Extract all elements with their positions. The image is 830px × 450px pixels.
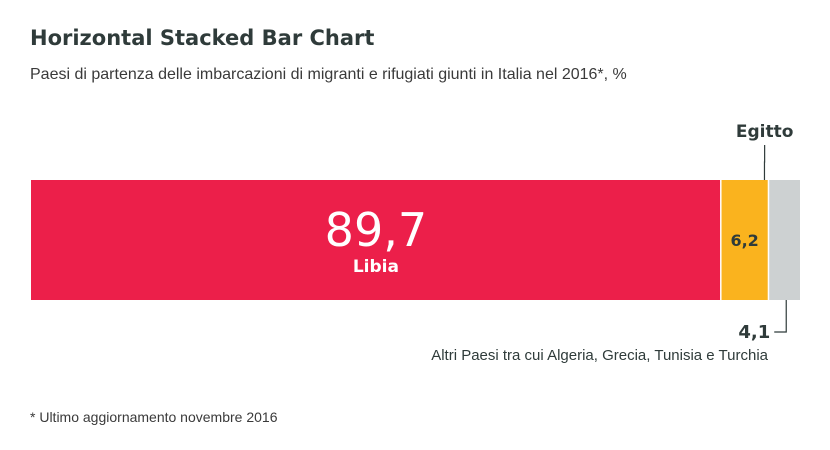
data-label-name-1: Egitto bbox=[736, 122, 794, 142]
data-label-value-2: 4,1 bbox=[738, 322, 770, 343]
bar-segment-1 bbox=[720, 180, 769, 300]
leader-line-2 bbox=[774, 300, 787, 333]
chart-title: Horizontal Stacked Bar Chart bbox=[30, 26, 375, 50]
chart-footnote: * Ultimo aggiornamento novembre 2016 bbox=[30, 409, 278, 425]
data-label-value-0: 89,7 bbox=[325, 203, 427, 257]
bar-segment-0 bbox=[31, 180, 721, 300]
bar-segment-2 bbox=[768, 180, 800, 300]
chart-subtitle: Paesi di partenza delle imbarcazioni di … bbox=[30, 66, 627, 83]
data-label-value-1: 6,2 bbox=[730, 231, 758, 250]
data-label-name-0: Libia bbox=[353, 257, 399, 277]
data-label-name-2: Altri Paesi tra cui Algeria, Grecia, Tun… bbox=[431, 347, 768, 364]
